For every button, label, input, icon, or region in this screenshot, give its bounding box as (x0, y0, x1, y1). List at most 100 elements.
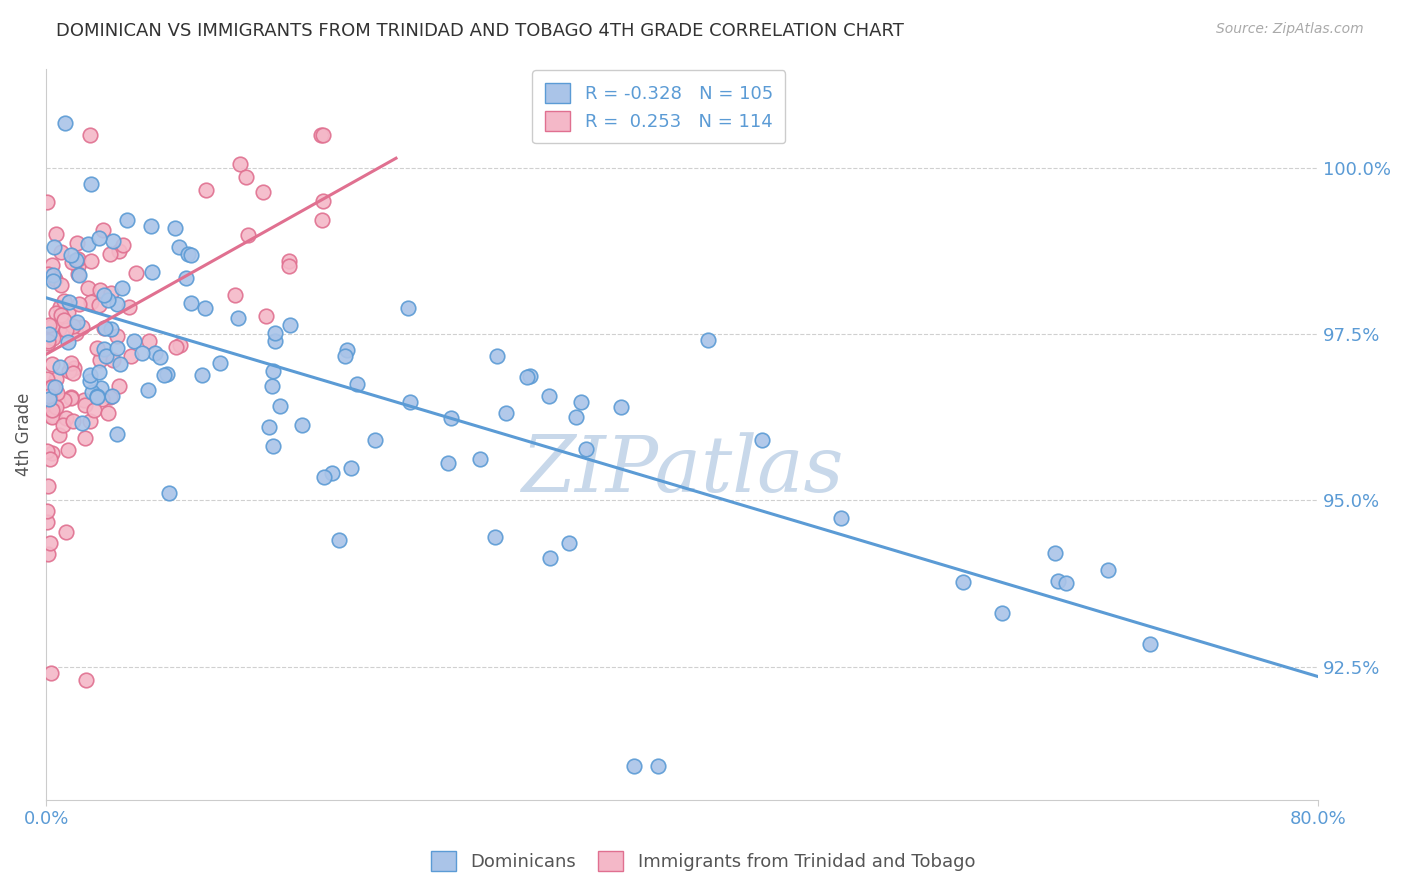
Point (67, 297, 90, 311)
Point (66, 315, 89, 329)
Point (79, 368, 101, 382)
Point (153, 368, 176, 382)
Point (177, 247, 200, 261)
Point (235, 169, 257, 184)
Point (346, 376, 368, 391)
Point (67, 268, 90, 283)
Point (138, 334, 160, 348)
Point (86, 341, 108, 355)
Point (143, 346, 166, 360)
Point (41, 446, 63, 460)
Point (93, 288, 115, 302)
Point (35, 372, 58, 386)
Point (224, 287, 246, 301)
Point (519, 369, 541, 384)
Point (101, 234, 124, 248)
Point (269, 399, 291, 413)
Point (558, 536, 581, 550)
Point (226, 310, 249, 325)
Point (484, 531, 506, 545)
Point (38, 392, 60, 406)
Legend: R = -0.328   N = 105, R =  0.253   N = 114: R = -0.328 N = 105, R = 0.253 N = 114 (533, 70, 786, 144)
Point (610, 400, 633, 414)
Point (138, 384, 160, 398)
Point (141, 265, 163, 279)
Point (75, 398, 97, 412)
Point (67, 267, 90, 281)
Point (174, 270, 197, 285)
Point (991, 606, 1014, 620)
Point (42, 268, 65, 282)
Point (1046, 574, 1069, 588)
Point (93, 342, 115, 356)
Point (571, 395, 593, 409)
Point (80, 385, 103, 400)
Point (41, 380, 63, 394)
Point (45, 372, 67, 386)
Point (49, 301, 72, 315)
Point (105, 328, 128, 343)
Point (97, 405, 120, 419)
Point (440, 410, 463, 425)
Point (575, 442, 598, 456)
Point (35, 515, 58, 529)
Point (254, 309, 277, 323)
Point (100, 285, 122, 300)
Point (70, 417, 93, 431)
Point (62, 318, 84, 333)
Point (120, 350, 142, 364)
Point (312, 470, 335, 484)
Point (41, 318, 63, 333)
Point (290, 418, 312, 433)
Point (399, 394, 422, 409)
Point (89, 365, 111, 379)
Point (149, 350, 172, 364)
Point (125, 267, 148, 281)
Point (262, 438, 284, 452)
Point (101, 389, 124, 403)
Point (105, 426, 128, 441)
Text: ZIPatlas: ZIPatlas (522, 433, 844, 508)
Point (1097, 564, 1119, 578)
Point (73, 432, 96, 446)
Point (122, 334, 145, 349)
Point (139, 219, 162, 233)
Point (830, 511, 852, 525)
Point (35, 504, 58, 518)
Point (79, 375, 101, 389)
Point (118, 301, 141, 315)
Point (79, 414, 101, 428)
Point (41, 409, 63, 423)
Point (264, 326, 287, 341)
Point (70, 320, 93, 334)
Point (96, 350, 118, 364)
Point (38, 318, 60, 333)
Point (157, 486, 180, 500)
Y-axis label: 4th Grade: 4th Grade (15, 392, 32, 475)
Point (37, 267, 59, 281)
Point (56, 334, 79, 349)
Point (62, 366, 84, 380)
Point (80, 254, 103, 268)
Point (37, 334, 59, 349)
Point (37, 195, 59, 210)
Point (41, 357, 63, 371)
Point (83, 403, 105, 417)
Point (75, 673, 97, 687)
Point (131, 345, 153, 359)
Point (105, 341, 128, 355)
Point (62, 414, 84, 428)
Point (76, 237, 98, 252)
Point (180, 296, 202, 310)
Point (751, 434, 773, 448)
Point (42, 271, 65, 285)
Point (67, 259, 90, 273)
Point (167, 240, 190, 254)
Point (180, 248, 202, 262)
Point (195, 183, 218, 197)
Point (108, 357, 131, 371)
Point (79, 295, 101, 310)
Point (165, 220, 187, 235)
Point (41, 403, 63, 417)
Point (37, 547, 59, 561)
